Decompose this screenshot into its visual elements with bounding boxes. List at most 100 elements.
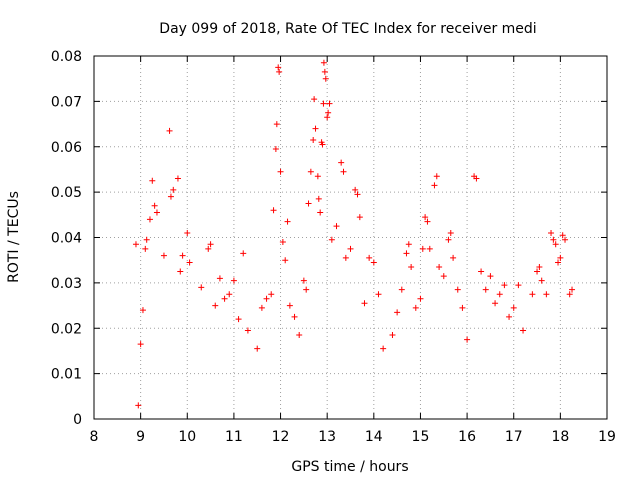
x-tick-label: 16: [458, 429, 476, 445]
data-point: [520, 327, 527, 334]
data-point: [212, 302, 219, 309]
data-point: [398, 286, 405, 293]
data-point: [340, 168, 347, 175]
x-axis-label: GPS time / hours: [291, 459, 408, 475]
data-point: [184, 229, 191, 236]
y-axis-label: ROTI / TECUs: [6, 191, 22, 283]
data-point: [235, 316, 242, 323]
data-point: [506, 313, 513, 320]
data-point: [279, 239, 286, 246]
data-point: [268, 291, 275, 298]
data-point: [426, 245, 433, 252]
data-point: [454, 286, 461, 293]
data-point: [186, 259, 193, 266]
data-point: [352, 186, 359, 193]
data-point: [559, 232, 566, 239]
data-point: [151, 202, 158, 209]
data-point: [366, 254, 373, 261]
y-tick-label: 0.06: [51, 140, 82, 156]
data-point: [536, 263, 543, 270]
data-point: [286, 302, 293, 309]
data-point: [433, 173, 440, 180]
data-point: [515, 282, 522, 289]
x-tick-label: 15: [412, 429, 430, 445]
data-point: [254, 345, 261, 352]
data-point: [361, 300, 368, 307]
data-point: [221, 295, 228, 302]
data-point: [445, 236, 452, 243]
y-tick-label: 0.04: [51, 231, 82, 247]
data-point: [167, 193, 174, 200]
data-point: [300, 277, 307, 284]
y-tick-label: 0.05: [51, 185, 82, 201]
data-point: [244, 327, 251, 334]
data-point: [226, 291, 233, 298]
data-point: [419, 245, 426, 252]
data-point: [529, 291, 536, 298]
data-point: [139, 307, 146, 314]
data-point: [315, 195, 322, 202]
data-point: [543, 291, 550, 298]
data-point: [380, 345, 387, 352]
data-point: [321, 68, 328, 75]
data-point: [312, 125, 319, 132]
data-point: [205, 245, 212, 252]
data-point: [487, 273, 494, 280]
data-point: [277, 168, 284, 175]
x-tick-label: 18: [551, 429, 569, 445]
data-point: [496, 291, 503, 298]
data-point: [342, 254, 349, 261]
data-point: [314, 173, 321, 180]
data-points: [132, 59, 576, 409]
data-point: [137, 341, 144, 348]
data-point: [303, 286, 310, 293]
data-point: [450, 254, 457, 261]
data-point: [473, 175, 480, 182]
data-point: [207, 241, 214, 248]
data-point: [550, 236, 557, 243]
data-point: [179, 252, 186, 259]
x-tick-label: 19: [598, 429, 616, 445]
data-point: [370, 259, 377, 266]
data-point: [501, 282, 508, 289]
data-point: [319, 141, 326, 148]
data-point: [405, 241, 412, 248]
y-tick-label: 0.07: [51, 94, 82, 110]
chart-title: Day 099 of 2018, Rate Of TEC Index for r…: [159, 21, 536, 37]
data-point: [132, 241, 139, 248]
data-point: [216, 275, 223, 282]
data-point: [142, 245, 149, 252]
x-tick-label: 12: [272, 429, 290, 445]
data-point: [153, 209, 160, 216]
data-point: [510, 304, 517, 311]
data-point: [270, 207, 277, 214]
axis-ticks: [93, 55, 608, 420]
data-point: [291, 313, 298, 320]
data-point: [198, 284, 205, 291]
data-point: [305, 200, 312, 207]
data-point: [320, 100, 327, 107]
data-point: [566, 291, 573, 298]
x-tick-label: 14: [365, 429, 383, 445]
x-tick-label: 8: [90, 429, 99, 445]
data-point: [408, 263, 415, 270]
data-point: [389, 332, 396, 339]
data-point: [492, 300, 499, 307]
data-point: [263, 295, 270, 302]
data-point: [478, 268, 485, 275]
x-tick-label: 17: [505, 429, 523, 445]
data-point: [170, 186, 177, 193]
grid-lines: [94, 56, 607, 419]
data-point: [347, 245, 354, 252]
data-point: [557, 254, 564, 261]
x-tick-label: 10: [178, 429, 196, 445]
data-point: [284, 218, 291, 225]
data-point: [149, 177, 156, 184]
data-point: [356, 214, 363, 221]
data-point: [258, 304, 265, 311]
data-point: [275, 64, 282, 71]
data-point: [273, 121, 280, 128]
data-point: [135, 402, 142, 409]
data-point: [320, 59, 327, 66]
